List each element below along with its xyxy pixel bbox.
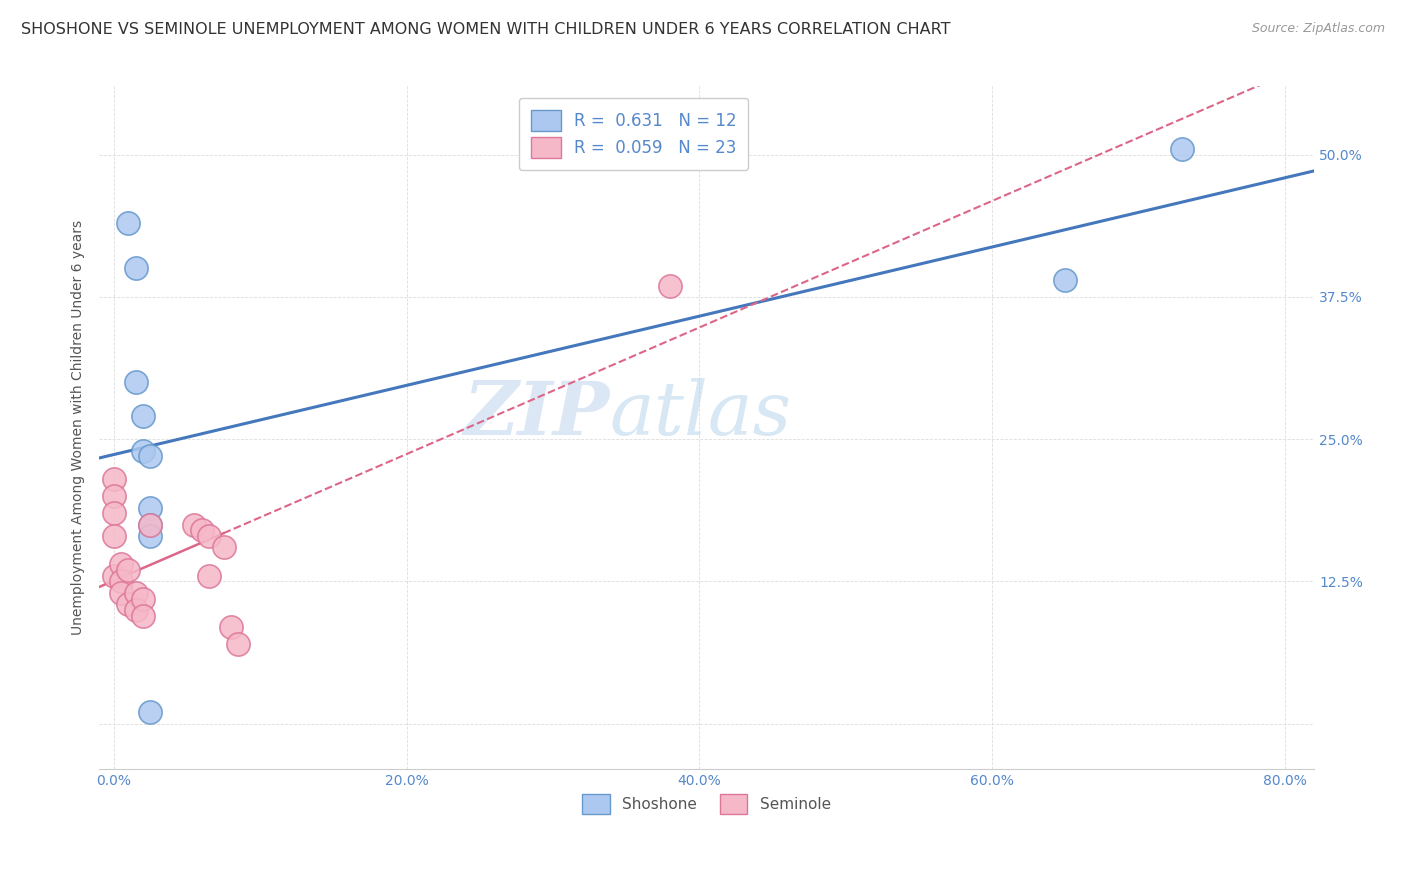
- Point: [198, 529, 221, 543]
- Point: [132, 443, 155, 458]
- Point: [117, 563, 139, 577]
- Point: [139, 500, 162, 515]
- Point: [117, 597, 139, 611]
- Point: [110, 574, 132, 589]
- Text: Source: ZipAtlas.com: Source: ZipAtlas.com: [1251, 22, 1385, 36]
- Point: [132, 409, 155, 424]
- Point: [132, 608, 155, 623]
- Legend: Shoshone, Seminole: Shoshone, Seminole: [574, 785, 839, 823]
- Point: [125, 261, 148, 276]
- Point: [125, 603, 148, 617]
- Point: [139, 450, 162, 464]
- Point: [139, 529, 162, 543]
- Point: [1171, 142, 1194, 156]
- Point: [132, 591, 155, 606]
- Point: [103, 472, 125, 486]
- Point: [110, 558, 132, 572]
- Point: [212, 541, 235, 555]
- Point: [103, 489, 125, 503]
- Point: [659, 278, 682, 293]
- Point: [103, 506, 125, 520]
- Point: [103, 569, 125, 583]
- Point: [198, 569, 221, 583]
- Point: [125, 586, 148, 600]
- Text: atlas: atlas: [609, 378, 792, 450]
- Point: [190, 523, 212, 537]
- Text: SHOSHONE VS SEMINOLE UNEMPLOYMENT AMONG WOMEN WITH CHILDREN UNDER 6 YEARS CORREL: SHOSHONE VS SEMINOLE UNEMPLOYMENT AMONG …: [21, 22, 950, 37]
- Point: [139, 517, 162, 532]
- Point: [103, 529, 125, 543]
- Y-axis label: Unemployment Among Women with Children Under 6 years: Unemployment Among Women with Children U…: [72, 220, 86, 635]
- Text: ZIP: ZIP: [463, 378, 609, 450]
- Point: [183, 517, 205, 532]
- Point: [110, 586, 132, 600]
- Point: [219, 620, 242, 634]
- Point: [139, 517, 162, 532]
- Point: [226, 637, 249, 651]
- Point: [139, 706, 162, 720]
- Point: [125, 376, 148, 390]
- Point: [1054, 273, 1077, 287]
- Point: [117, 216, 139, 230]
